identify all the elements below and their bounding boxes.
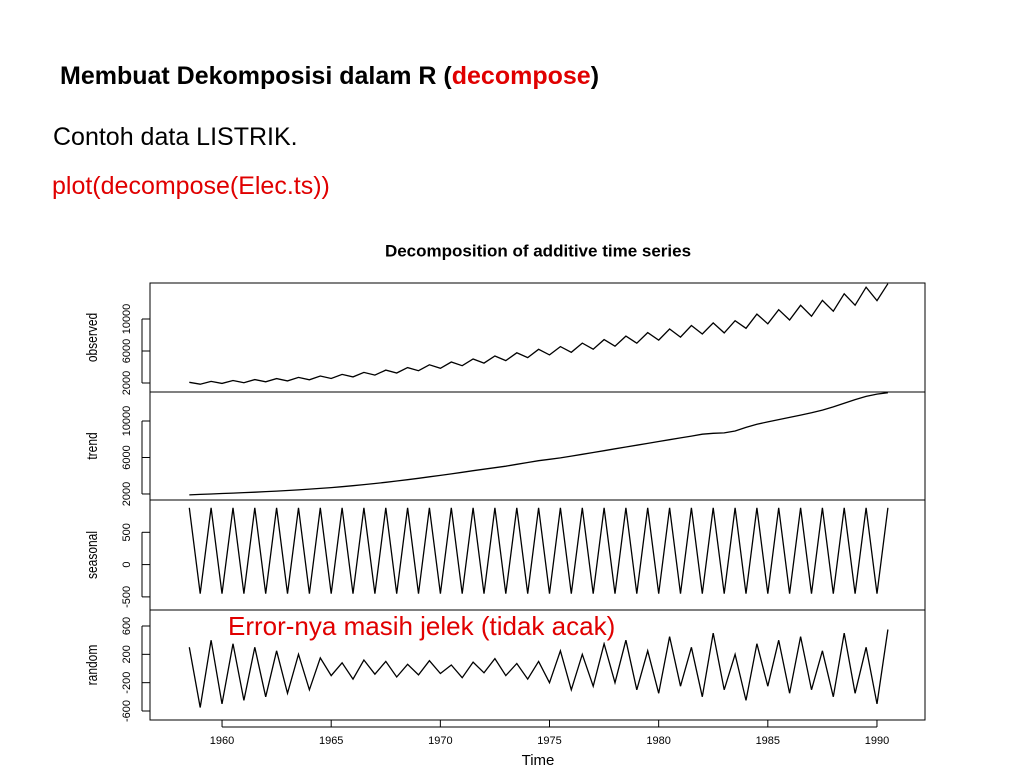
x-tick-label: 1975 bbox=[537, 735, 561, 747]
series-line bbox=[188, 507, 889, 594]
chart-title: Decomposition of additive time series bbox=[385, 241, 691, 260]
y-tick-label: 2000 bbox=[121, 371, 133, 395]
y-tick-label: -600 bbox=[121, 700, 133, 722]
y-tick-label: 6000 bbox=[121, 445, 133, 469]
x-tick-label: 1985 bbox=[756, 735, 780, 747]
panel-label: seasonal bbox=[84, 531, 101, 579]
title-close: ) bbox=[590, 62, 600, 90]
annotation: Error-nya masih jelek (tidak acak) bbox=[228, 611, 616, 642]
panel-label: trend bbox=[84, 432, 101, 459]
y-tick-label: -500 bbox=[121, 586, 133, 608]
series-line bbox=[188, 629, 889, 708]
panel-frame bbox=[149, 391, 926, 501]
y-tick-label: 500 bbox=[121, 523, 133, 541]
x-tick-label: 1965 bbox=[319, 735, 343, 747]
y-tick-label: 600 bbox=[121, 617, 133, 635]
x-tick-label: 1990 bbox=[865, 735, 889, 747]
y-tick-label: -200 bbox=[121, 672, 133, 694]
y-tick-label: 10000 bbox=[121, 406, 133, 437]
series-line bbox=[189, 283, 889, 385]
title-code: decompose bbox=[451, 62, 591, 90]
panel-frame bbox=[149, 282, 926, 393]
x-tick-label: 1980 bbox=[646, 735, 670, 747]
x-tick-label: 1970 bbox=[428, 735, 452, 747]
panel-label: observed bbox=[84, 313, 101, 362]
y-tick-label: 200 bbox=[121, 645, 133, 663]
y-tick-label: 10000 bbox=[121, 304, 133, 335]
series-line bbox=[189, 392, 888, 496]
x-tick-label: 1960 bbox=[210, 735, 234, 747]
x-axis-label: Time bbox=[522, 752, 555, 768]
slide-title: Membuat Dekomposisi dalam R (decompose) bbox=[60, 62, 599, 91]
y-tick-label: 0 bbox=[121, 562, 133, 568]
code-line: plot(decompose(Elec.ts)) bbox=[52, 172, 330, 200]
y-tick-label: 2000 bbox=[121, 482, 133, 506]
subtitle: Contoh data LISTRIK. bbox=[53, 123, 298, 151]
title-text: Membuat Dekomposisi dalam R ( bbox=[60, 62, 452, 90]
y-tick-label: 6000 bbox=[121, 339, 133, 363]
panel-frame bbox=[149, 609, 926, 721]
panel-label: random bbox=[84, 645, 101, 686]
